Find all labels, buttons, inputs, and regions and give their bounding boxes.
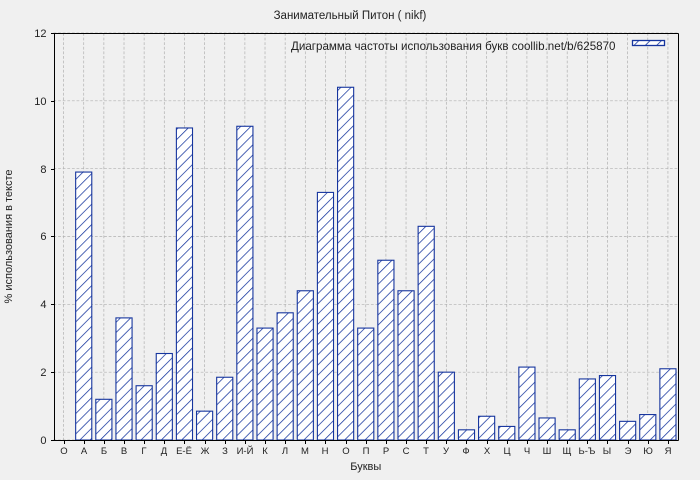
svg-text:Ж: Ж (201, 446, 210, 457)
svg-text:К: К (262, 446, 268, 457)
svg-text:Э: Э (625, 446, 632, 457)
svg-text:Ц: Ц (503, 446, 510, 457)
svg-text:Е-Ё: Е-Ё (176, 446, 192, 457)
svg-text:Д: Д (161, 446, 168, 457)
svg-text:О: О (60, 446, 67, 457)
svg-text:Р: Р (383, 446, 389, 457)
svg-text:Ь-Ъ: Ь-Ъ (579, 446, 596, 457)
svg-text:% использования в тексте: % использования в тексте (3, 170, 15, 304)
svg-text:Т: Т (423, 446, 429, 457)
svg-text:З: З (222, 446, 228, 457)
svg-text:10: 10 (34, 96, 46, 108)
svg-text:Занимательный Питон ( nikf): Занимательный Питон ( nikf) (274, 10, 427, 22)
svg-text:Б: Б (101, 446, 107, 457)
svg-text:Л: Л (282, 446, 288, 457)
svg-text:Ш: Ш (543, 446, 552, 457)
svg-text:Г: Г (141, 446, 146, 457)
svg-text:0: 0 (40, 435, 46, 447)
svg-text:Буквы: Буквы (350, 461, 381, 473)
svg-text:П: П (363, 446, 370, 457)
svg-text:Ю: Ю (643, 446, 653, 457)
svg-text:12: 12 (34, 28, 46, 40)
svg-text:Щ: Щ (563, 446, 572, 457)
svg-text:2: 2 (40, 367, 46, 379)
svg-text:Диаграмма частоты использовани: Диаграмма частоты использования букв coo… (291, 40, 616, 53)
svg-text:Н: Н (322, 446, 329, 457)
svg-text:В: В (121, 446, 127, 457)
svg-text:М: М (301, 446, 309, 457)
svg-text:Ы: Ы (603, 446, 611, 457)
svg-text:Ф: Ф (462, 446, 469, 457)
svg-text:Я: Я (665, 446, 672, 457)
svg-text:С: С (403, 446, 410, 457)
svg-text:Ч: Ч (524, 446, 530, 457)
svg-text:8: 8 (40, 164, 46, 176)
svg-text:6: 6 (40, 231, 46, 243)
svg-text:О: О (342, 446, 349, 457)
svg-text:Х: Х (484, 446, 491, 457)
svg-text:А: А (81, 446, 88, 457)
svg-text:У: У (443, 446, 450, 457)
svg-text:И-Й: И-Й (237, 445, 254, 457)
svg-text:4: 4 (40, 299, 46, 311)
